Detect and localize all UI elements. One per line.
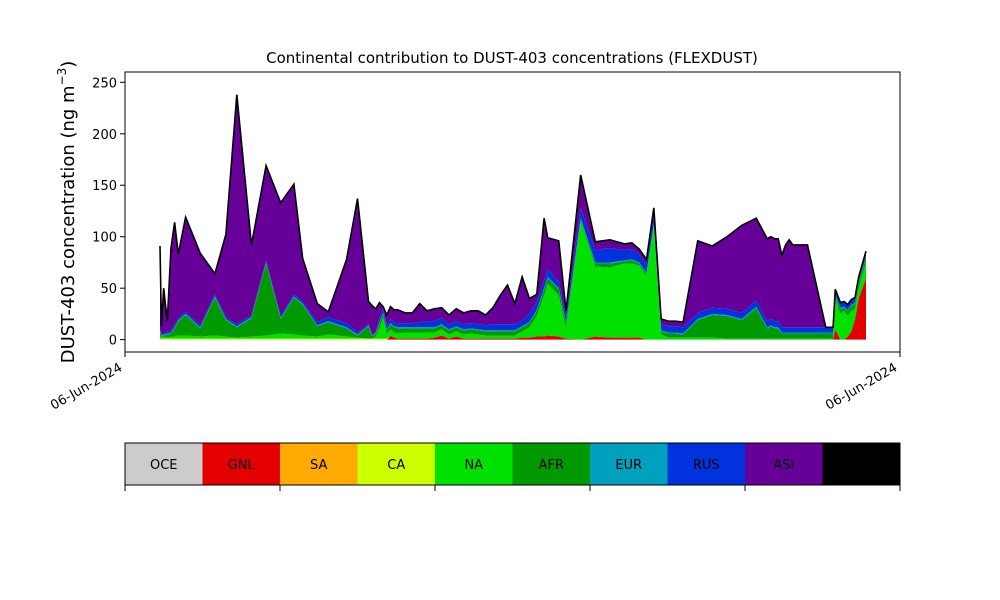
legend-frame [124, 442, 901, 486]
legend-label-aus: AUS [848, 458, 875, 473]
legend-swatch-eur [590, 443, 668, 485]
legend-swatch-oce [125, 443, 203, 485]
y-axis-label-close: ) [58, 61, 79, 68]
legend-label-ca: CA [387, 458, 405, 473]
legend-swatch-rus [667, 443, 745, 485]
total-line [159, 94, 867, 329]
legend-swatch-na [435, 443, 513, 485]
x-tick-label: 06-Jun-2024 [823, 360, 900, 413]
chart-title: Continental contribution to DUST-403 con… [266, 49, 758, 67]
legend-swatch-gnl [202, 443, 280, 485]
legend-label-oce: OCE [150, 458, 178, 473]
legend-label-sa: SA [310, 458, 327, 473]
stacked-areas [160, 94, 866, 340]
x-axis-ticks: 06-Jun-2024 06-Jun-2024 [48, 352, 901, 413]
y-axis-ticks: 0 50 100 150 200 250 [92, 76, 125, 349]
y-axis-label-unit: −3 [55, 68, 69, 86]
plot-area: 0 50 100 150 200 250 06-Jun-2024 06-Jun-2024 [48, 71, 901, 413]
y-tick-label: 50 [100, 282, 117, 297]
area-afr [160, 219, 866, 339]
plot-frame [124, 71, 901, 353]
legend-label-asi: ASI [773, 458, 794, 473]
x-tick-label: 06-Jun-2024 [48, 360, 125, 413]
y-axis-label: DUST-403 concentration (ng m−3) [55, 61, 79, 364]
legend-label-na: NA [464, 458, 483, 473]
legend-label-gnl: GNL [228, 458, 256, 473]
y-tick-label: 150 [92, 179, 117, 194]
legend-label-eur: EUR [615, 458, 642, 473]
legend-swatch-ca [357, 443, 435, 485]
y-axis-label-text: DUST-403 concentration (ng m [58, 85, 79, 363]
area-asi [160, 94, 866, 335]
legend-swatch-asi [745, 443, 823, 485]
legend-label-afr: AFR [539, 458, 564, 473]
y-tick-label: 0 [109, 334, 117, 349]
y-tick-label: 100 [92, 231, 117, 246]
legend-swatch-aus [822, 443, 900, 485]
svg-text:DUST-403 concentration (ng m−3: DUST-403 concentration (ng m−3) [55, 61, 79, 364]
legend-label-rus: RUS [693, 458, 720, 473]
legend-swatch-sa [280, 443, 358, 485]
legend-colorbar: OCE GNL SA CA NA AFR EUR RUS ASI AUS [124, 442, 901, 491]
y-tick-label: 200 [92, 128, 117, 143]
total-line-group [159, 94, 867, 329]
y-tick-label: 250 [92, 76, 117, 91]
legend-swatch-afr [512, 443, 590, 485]
